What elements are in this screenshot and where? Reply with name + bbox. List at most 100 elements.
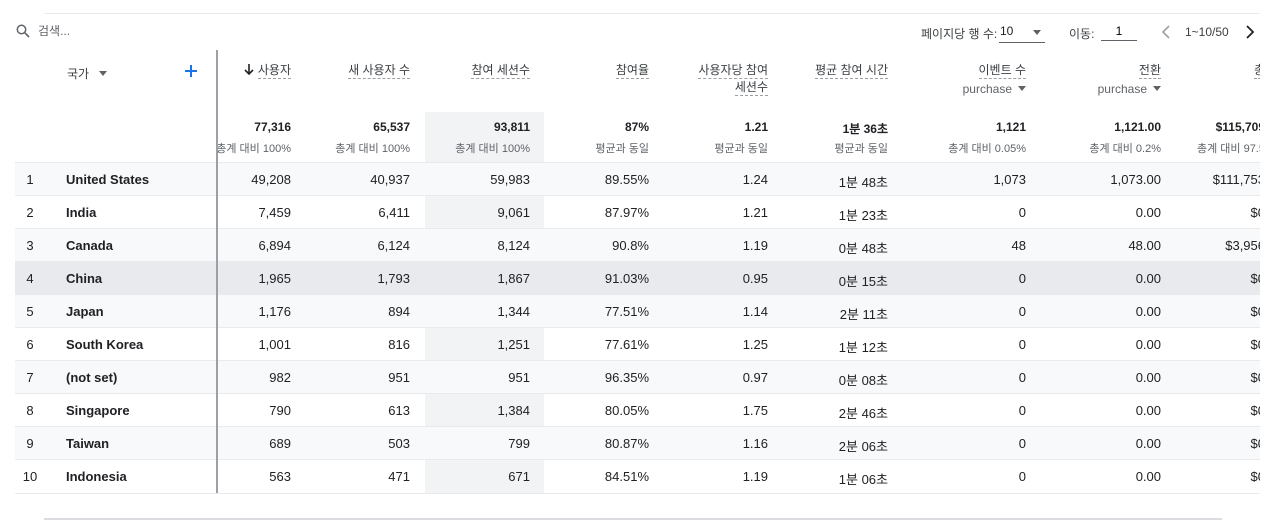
metric-cell: 1.19 xyxy=(742,238,768,253)
metric-cell: 1분 23초 xyxy=(838,208,888,223)
column-total: 65,537 총계 대비 100% xyxy=(280,120,410,156)
column-header-label: 사용자 xyxy=(257,63,291,79)
event-filter-select[interactable]: purchase xyxy=(1041,81,1161,98)
column-header[interactable]: 참여율 xyxy=(539,62,649,79)
table-row[interactable]: 9 Taiwan 689 503 799 80.87% 1.16 2분 06초 0 0.00 $0 xyxy=(15,426,1260,460)
horizontal-scrollbar[interactable] xyxy=(44,518,1222,520)
metric-cell: 1분 06초 xyxy=(838,472,888,487)
column-header[interactable]: 사용자 xyxy=(181,62,291,79)
column-total: 77,316 총계 대비 100% xyxy=(161,120,291,156)
table-row[interactable]: 7 (not set) 982 951 951 96.35% 0.97 0분 08초 0 0.00… xyxy=(15,360,1260,394)
column-header[interactable]: 사용자당 참여 세션수 xyxy=(658,62,768,96)
chevron-down-icon xyxy=(1033,30,1041,35)
metric-cell: 1,073.00 xyxy=(1110,172,1161,187)
metric-cell: $0 xyxy=(1250,304,1260,319)
table-row[interactable]: 8 Singapore 790 613 1,384 80.05% 1.75 2분 46초 0 0.… xyxy=(15,393,1260,427)
metric-cell: 894 xyxy=(388,304,410,319)
add-dimension-icon[interactable] xyxy=(183,63,199,79)
column-header[interactable]: 새 사용자 수 xyxy=(300,62,410,79)
table-row[interactable]: 1 United States 49,208 40,937 59,983 89.55% 1.… xyxy=(15,162,1260,196)
total-label: 총계 대비 100% xyxy=(335,143,410,155)
metric-cell: 6,124 xyxy=(377,238,410,253)
column-header[interactable]: 평균 참여 시간 xyxy=(778,62,888,79)
column-total: 1,121.00 총계 대비 0.2% xyxy=(1021,120,1161,156)
country-cell: Canada xyxy=(66,238,113,253)
column-header[interactable]: 이벤트 수 purchase xyxy=(906,62,1026,98)
metric-cell: 0.00 xyxy=(1135,469,1161,484)
table-row[interactable]: 10 Indonesia 563 471 671 84.51% 1.19 1분 06초 0 0.0… xyxy=(15,459,1260,494)
column-header[interactable]: 참여 세션수 xyxy=(420,62,530,79)
metric-cell: 1,867 xyxy=(497,271,530,286)
metric-cell: 1.19 xyxy=(742,469,768,484)
search-icon xyxy=(16,24,30,38)
metric-cell: 1,965 xyxy=(258,271,291,286)
metric-cell: 1.14 xyxy=(742,304,768,319)
next-page-icon[interactable] xyxy=(1242,22,1258,42)
table-row[interactable]: 3 Canada 6,894 6,124 8,124 90.8% 1.19 0분 48초 48 4… xyxy=(15,228,1260,262)
metric-cell: 0 xyxy=(1018,271,1026,286)
metric-cell: 96.35% xyxy=(604,370,649,385)
country-cell: Taiwan xyxy=(66,436,110,451)
table-row[interactable]: 5 Japan 1,176 894 1,344 77.51% 1.14 2분 11초 0 0.00… xyxy=(15,294,1260,328)
metric-cell: 1.21 xyxy=(742,205,768,220)
dimension-column-divider xyxy=(216,50,218,493)
metric-cell: 0분 48초 xyxy=(838,241,888,256)
metric-cell: 0 xyxy=(1018,304,1026,319)
table-row[interactable]: 2 India 7,459 6,411 9,061 87.97% 1.21 1분 23초 0 0.… xyxy=(15,195,1260,229)
chevron-down-icon xyxy=(1018,86,1026,91)
row-index: 2 xyxy=(26,205,34,220)
metric-cell: 6,411 xyxy=(378,205,410,220)
search-box[interactable] xyxy=(16,24,238,38)
total-label: 총계 대비 100% xyxy=(216,143,291,155)
metric-cell: 1,251 xyxy=(497,337,530,352)
metric-cell: 2분 11초 xyxy=(839,307,888,322)
total-value: 1,121.00 xyxy=(1114,120,1161,134)
metric-cell: 48 xyxy=(1011,238,1026,253)
metric-cell: 671 xyxy=(508,469,530,484)
table-row[interactable]: 4 China 1,965 1,793 1,867 91.03% 0.95 0분 15초 0 0.… xyxy=(15,261,1260,295)
table-toolbar: 페이지당 행 수: 10 이동: 1~10/50 xyxy=(0,14,1280,50)
goto-page-input[interactable] xyxy=(1101,22,1137,41)
metric-cell: 982 xyxy=(269,370,291,385)
metric-cell: 0.00 xyxy=(1135,271,1161,286)
metric-cell: 1,793 xyxy=(377,271,410,286)
total-label: 총계 대비 97.5 xyxy=(1196,143,1260,155)
total-label: 평균과 동일 xyxy=(834,143,888,155)
total-value: 87% xyxy=(624,120,649,134)
metric-cell: 89.55% xyxy=(604,172,649,187)
metric-cell: 80.05% xyxy=(604,403,649,418)
column-header-text: 이벤트 수 xyxy=(978,63,1026,79)
column-header-label: 참여율 xyxy=(615,63,649,79)
metric-cell: 48.00 xyxy=(1128,238,1161,253)
prev-page-icon[interactable] xyxy=(1158,22,1174,42)
metric-cell: 0.00 xyxy=(1135,337,1161,352)
metric-cell: 0 xyxy=(1018,205,1026,220)
column-total: 93,811 총계 대비 100% xyxy=(400,120,530,156)
metric-cell: 0분 15초 xyxy=(838,274,888,289)
metric-cell: $0 xyxy=(1250,436,1260,451)
metric-cell: 951 xyxy=(388,370,410,385)
search-input[interactable] xyxy=(38,24,238,38)
total-label: 총계 대비 100% xyxy=(455,143,530,155)
column-header-label: 참여 세션수 xyxy=(471,63,530,79)
column-header[interactable]: 총 xyxy=(1155,62,1260,79)
column-header-label: 평균 참여 시간 xyxy=(815,63,888,79)
metric-cell: 0.00 xyxy=(1135,403,1161,418)
metric-cell: 471 xyxy=(388,469,410,484)
metric-cell: 1,073 xyxy=(993,172,1026,187)
rows-per-page-select[interactable]: 10 xyxy=(999,22,1045,43)
column-header[interactable]: 전환 purchase xyxy=(1041,62,1161,98)
row-index: 5 xyxy=(26,304,34,319)
country-cell: Singapore xyxy=(66,403,130,418)
dimension-header[interactable]: 국가 xyxy=(67,65,108,82)
column-total: 87% 평균과 동일 xyxy=(519,120,649,156)
metric-cell: $0 xyxy=(1250,271,1260,286)
event-filter-select[interactable]: purchase xyxy=(906,81,1026,98)
total-value: 1.21 xyxy=(744,120,768,134)
metric-cell: 84.51% xyxy=(604,469,649,484)
table-row[interactable]: 6 South Korea 1,001 816 1,251 77.61% 1.25 1분 12… xyxy=(15,327,1260,361)
metric-cell: 0.95 xyxy=(742,271,768,286)
column-header-text: 새 사용자 수 xyxy=(348,63,410,79)
total-label: 총계 대비 0.2% xyxy=(1089,143,1161,155)
